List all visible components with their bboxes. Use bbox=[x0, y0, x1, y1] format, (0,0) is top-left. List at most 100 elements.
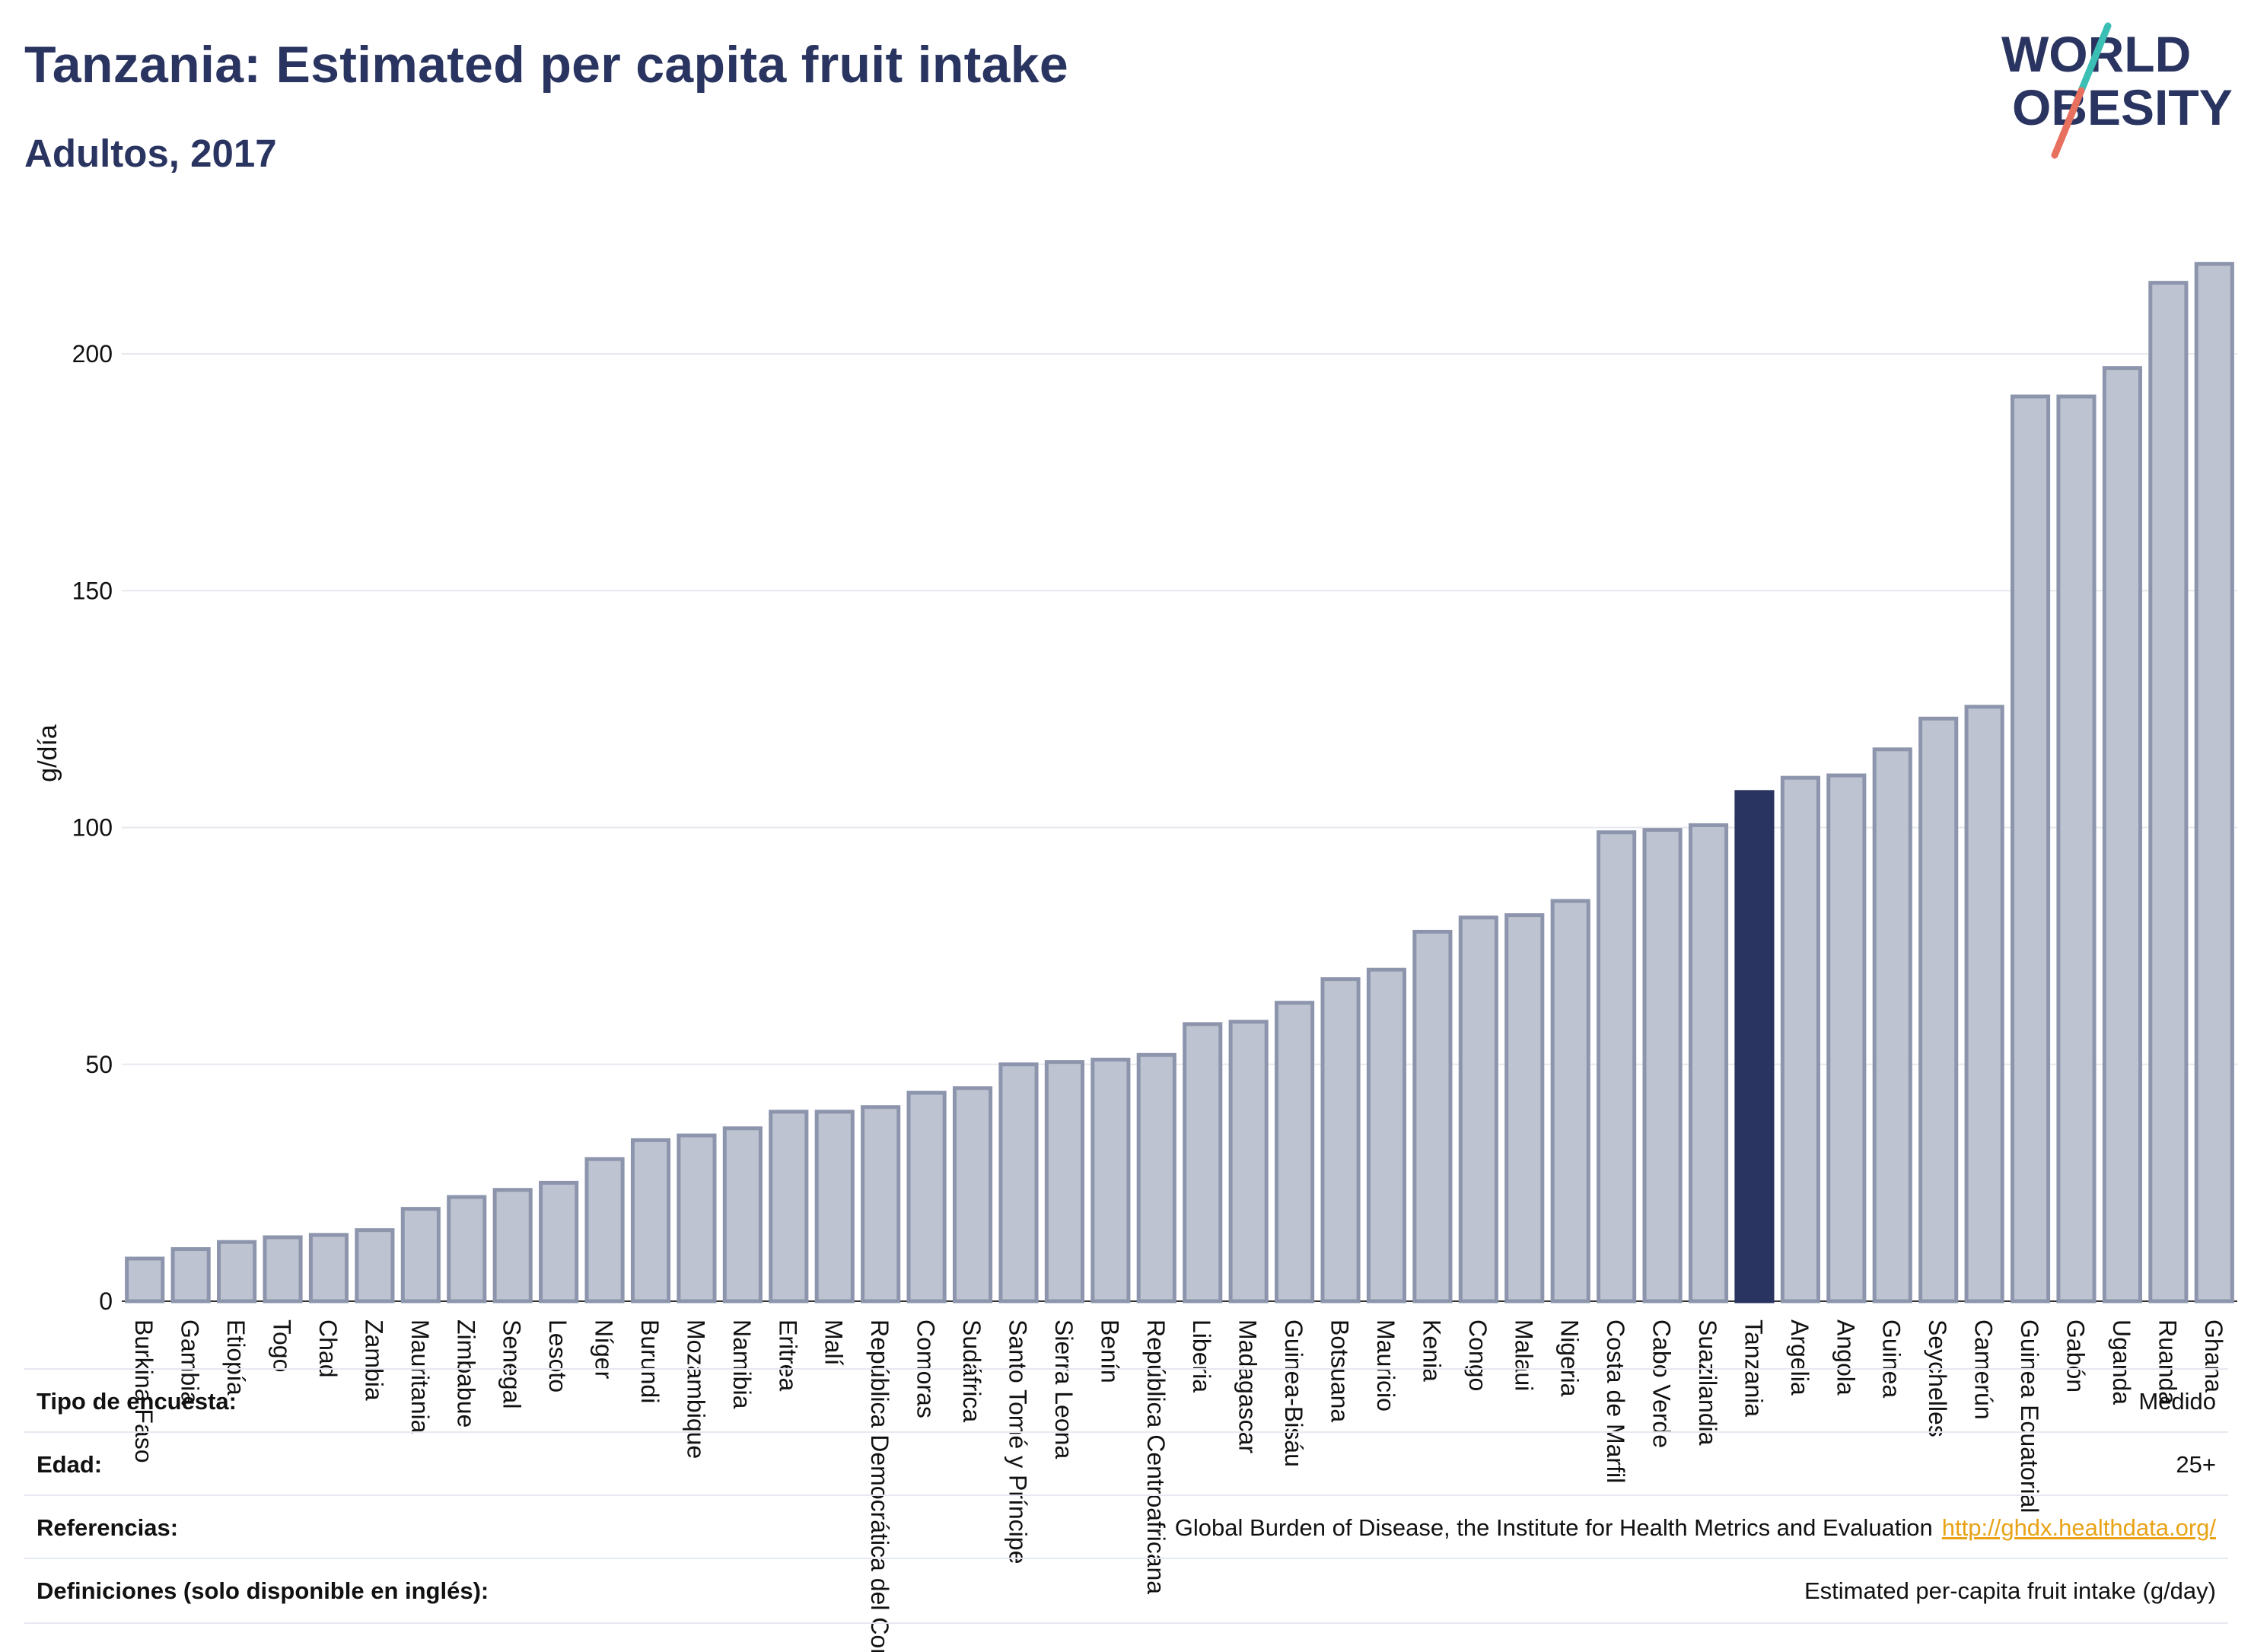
references-label: Referencias: bbox=[37, 1514, 179, 1541]
x-tick-label: República Centroafricana bbox=[1142, 1319, 1170, 1594]
y-tick-label: 0 bbox=[99, 1288, 113, 1315]
bar-guinea-bisáu[interactable] bbox=[1275, 1001, 1315, 1303]
bar-senegal[interactable] bbox=[492, 1188, 533, 1303]
x-tick-label: Benín bbox=[1096, 1319, 1123, 1383]
x-tick-label: Seychelles bbox=[1924, 1319, 1951, 1437]
x-tick-label: Mozambique bbox=[682, 1319, 709, 1459]
bar-ghana[interactable] bbox=[2194, 262, 2234, 1303]
bar-kenia[interactable] bbox=[1412, 929, 1453, 1303]
bar-ruanda[interactable] bbox=[2148, 281, 2189, 1303]
bar-nigeria[interactable] bbox=[1550, 899, 1590, 1303]
x-tick-label: Etiopía bbox=[222, 1319, 250, 1396]
y-tick-label: 200 bbox=[72, 340, 113, 368]
bar-malí[interactable] bbox=[814, 1109, 855, 1303]
x-tick-label: Kenia bbox=[1418, 1319, 1445, 1382]
survey-type-value: Medido bbox=[2138, 1388, 2216, 1415]
meta-row-references: Referencias: Global Burden of Disease, t… bbox=[24, 1494, 2228, 1559]
x-tick-label: Mauricio bbox=[1372, 1319, 1399, 1412]
bar-congo[interactable] bbox=[1458, 915, 1498, 1303]
bar-botsuana[interactable] bbox=[1320, 977, 1361, 1303]
x-tick-label: Costa de Marfil bbox=[1602, 1319, 1629, 1483]
bar-guinea-ecuatorial[interactable] bbox=[2010, 394, 2051, 1303]
bar-sudáfrica[interactable] bbox=[952, 1086, 993, 1303]
x-tick-label: Zimbabue bbox=[452, 1319, 479, 1428]
y-axis-ticks: 0 50 100 150 200 bbox=[72, 340, 113, 1315]
x-tick-label: Uganda bbox=[2108, 1319, 2135, 1405]
bar-eritrea[interactable] bbox=[769, 1109, 809, 1303]
x-tick-label: Mauritania bbox=[406, 1319, 434, 1434]
meta-row-definitions: Definiciones (solo disponible en inglés)… bbox=[24, 1558, 2228, 1624]
x-tick-label: Nigeria bbox=[1556, 1319, 1584, 1397]
bar-lesoto[interactable] bbox=[539, 1180, 579, 1303]
bar-angola[interactable] bbox=[1826, 773, 1867, 1303]
bar-tanzania[interactable] bbox=[1734, 790, 1775, 1303]
bar-república-centroafricana[interactable] bbox=[1136, 1052, 1176, 1303]
bar-comoras[interactable] bbox=[906, 1090, 947, 1303]
bar-togo[interactable] bbox=[263, 1235, 303, 1303]
bar-seychelles[interactable] bbox=[1918, 716, 1959, 1303]
bar-zambia[interactable] bbox=[355, 1228, 395, 1303]
bar-níger[interactable] bbox=[584, 1157, 625, 1303]
bar-madagascar[interactable] bbox=[1228, 1020, 1269, 1303]
x-tick-label: Ruanda bbox=[2154, 1319, 2181, 1405]
x-tick-label: Argelia bbox=[1786, 1319, 1813, 1396]
x-tick-label: Burkina Faso bbox=[130, 1319, 158, 1463]
bar-guinea[interactable] bbox=[1872, 747, 1912, 1303]
y-axis-label: g/día bbox=[33, 724, 62, 782]
bar-chad[interactable] bbox=[308, 1233, 349, 1303]
references-value: Global Burden of Disease, the Institute … bbox=[1174, 1514, 1933, 1541]
x-tick-label: Suazilandia bbox=[1694, 1319, 1721, 1446]
x-tick-label: Senegal bbox=[498, 1319, 526, 1408]
references-value-wrap: Global Burden of Disease, the Institute … bbox=[1175, 1514, 2216, 1542]
bar-cabo-verde[interactable] bbox=[1642, 828, 1683, 1303]
x-tick-label: Congo bbox=[1464, 1319, 1492, 1391]
x-tick-label: Botsuana bbox=[1326, 1319, 1354, 1422]
bar-suazilandia[interactable] bbox=[1688, 823, 1729, 1303]
bar-mauricio[interactable] bbox=[1366, 967, 1407, 1303]
bar-mozambique[interactable] bbox=[677, 1133, 717, 1303]
x-tick-label: Togo bbox=[269, 1319, 296, 1372]
survey-type-label: Tipo de encuesta: bbox=[37, 1388, 237, 1415]
logo-slash-teal bbox=[2077, 22, 2112, 94]
bar-zimbabue[interactable] bbox=[447, 1195, 487, 1303]
world-obesity-logo: WORLD OBESITY bbox=[2001, 22, 2233, 159]
x-tick-label: Lesoto bbox=[544, 1319, 572, 1393]
logo-slash-coral bbox=[2051, 87, 2085, 159]
x-tick-label: Guinea Ecuatorial bbox=[2016, 1319, 2043, 1513]
x-tick-label: Gabón bbox=[2062, 1319, 2089, 1393]
x-tick-label: Sudáfrica bbox=[958, 1319, 985, 1422]
bar-malaui[interactable] bbox=[1504, 913, 1545, 1303]
chart-subtitle: Adultos, 2017 bbox=[24, 132, 277, 175]
bar-gambia[interactable] bbox=[170, 1247, 211, 1303]
y-tick-label: 50 bbox=[85, 1051, 113, 1078]
bar-mauritania[interactable] bbox=[400, 1207, 441, 1303]
bar-burundi[interactable] bbox=[630, 1138, 671, 1303]
bar-liberia[interactable] bbox=[1183, 1022, 1223, 1303]
bar-gabón[interactable] bbox=[2056, 394, 2097, 1303]
bar-camerún[interactable] bbox=[1964, 705, 2004, 1303]
references-link[interactable]: http://ghdx.healthdata.org/ bbox=[1941, 1514, 2216, 1541]
age-value: 25+ bbox=[2176, 1451, 2216, 1478]
x-tick-label: Guinea-Bisáu bbox=[1280, 1319, 1307, 1467]
bar-sierra-leona[interactable] bbox=[1044, 1060, 1084, 1303]
bars bbox=[125, 262, 2234, 1303]
meta-row-age: Edad: 25+ bbox=[24, 1431, 2228, 1496]
x-tick-label: República Democrática del Congo bbox=[866, 1319, 893, 1652]
bar-uganda[interactable] bbox=[2102, 366, 2142, 1303]
bar-república-democrática-del-congo[interactable] bbox=[861, 1105, 901, 1303]
x-tick-label: Guinea bbox=[1878, 1319, 1906, 1398]
age-label: Edad: bbox=[37, 1451, 103, 1478]
bar-costa-de-marfil[interactable] bbox=[1597, 830, 1637, 1303]
meta-row-survey-type: Tipo de encuesta: Medido bbox=[24, 1368, 2228, 1433]
x-tick-label: Malí bbox=[820, 1319, 848, 1366]
x-tick-label: Ghana bbox=[2200, 1319, 2227, 1393]
bar-burkina-faso[interactable] bbox=[125, 1256, 165, 1303]
bar-namibia[interactable] bbox=[722, 1126, 763, 1303]
bar-santo-tomé-y-príncipe[interactable] bbox=[998, 1062, 1039, 1303]
bar-argelia[interactable] bbox=[1780, 775, 1820, 1303]
bar-etiopía[interactable] bbox=[217, 1240, 257, 1303]
bar-benín[interactable] bbox=[1090, 1058, 1131, 1303]
x-tick-label: Cabo Verde bbox=[1648, 1319, 1676, 1448]
x-tick-label: Angola bbox=[1832, 1319, 1859, 1396]
